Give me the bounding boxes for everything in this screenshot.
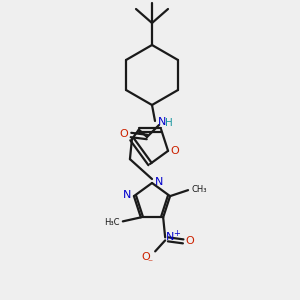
Text: N: N [155, 177, 163, 187]
Text: O: O [120, 129, 128, 139]
Text: N: N [158, 117, 166, 127]
Text: CH₃: CH₃ [191, 184, 207, 194]
Text: ⁻: ⁻ [148, 258, 153, 268]
Text: N: N [166, 232, 174, 242]
Text: O: O [142, 252, 151, 262]
Text: H₃C: H₃C [104, 218, 120, 227]
Text: H: H [165, 118, 173, 128]
Text: O: O [186, 236, 194, 246]
Text: N: N [123, 190, 131, 200]
Text: +: + [173, 229, 180, 238]
Text: O: O [171, 146, 179, 156]
